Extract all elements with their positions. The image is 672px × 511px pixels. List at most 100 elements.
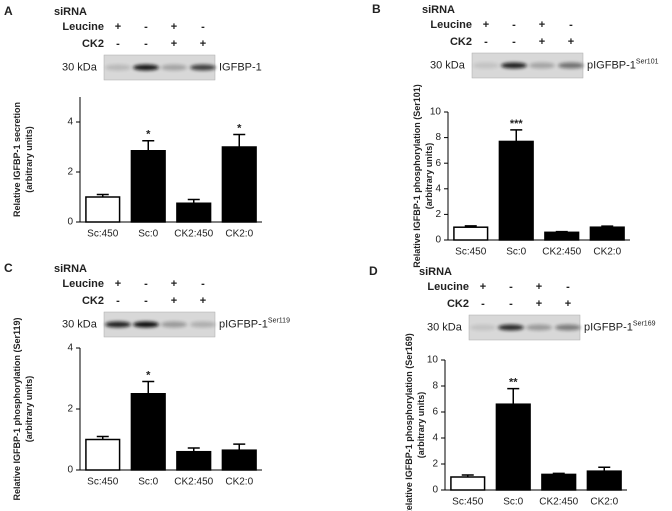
- error-bar: [96, 435, 109, 440]
- blot-band: [470, 324, 496, 331]
- condition-sign: +: [536, 298, 542, 310]
- blot-band: [498, 324, 524, 331]
- condition-sign: -: [144, 278, 148, 290]
- y-tick-label: 8: [435, 132, 441, 143]
- marker-label: 30 kDa: [62, 318, 98, 330]
- x-tick-label: CK2:450: [174, 477, 213, 488]
- condition-sign: +: [483, 19, 489, 31]
- bar: [85, 438, 121, 471]
- band-label: pIGFBP-1Ser101: [587, 58, 659, 71]
- panel-label: D: [369, 264, 378, 278]
- panel-label: C: [4, 261, 13, 275]
- error-bar: [598, 466, 611, 472]
- condition-sign: -: [569, 19, 573, 31]
- condition-name: CK2: [450, 36, 472, 48]
- condition-sign: +: [480, 281, 486, 293]
- x-tick-label: CK2:0: [590, 497, 618, 508]
- condition-sign: -: [512, 36, 516, 48]
- error-bar: [464, 225, 477, 228]
- error-bar: [461, 474, 474, 477]
- condition-sign: -: [566, 281, 570, 293]
- condition-sign: +: [536, 281, 542, 293]
- blot-band: [501, 62, 527, 69]
- condition-sign: +: [115, 21, 121, 33]
- band-label: pIGFBP-1Ser169: [584, 320, 656, 333]
- x-tick-label: Sc:0: [138, 477, 158, 488]
- y-axis-label: Relative IGFBP-1 secretion (arbitrary uni…: [12, 102, 34, 217]
- y-tick-label: 4: [67, 343, 73, 354]
- y-tick-label: 2: [432, 459, 438, 470]
- condition-sign: -: [509, 298, 513, 310]
- condition-sign: +: [200, 38, 206, 50]
- bar: [495, 403, 531, 491]
- y-tick-label: 10: [430, 107, 442, 118]
- x-tick-label: Sc:0: [503, 497, 523, 508]
- condition-sign: -: [144, 38, 148, 50]
- condition-sign: -: [509, 281, 513, 293]
- error-bar: [555, 230, 568, 233]
- condition-name: CK2: [82, 38, 104, 50]
- condition-sign: +: [565, 298, 571, 310]
- condition-sign: +: [171, 295, 177, 307]
- significance: ***: [510, 118, 524, 130]
- significance: *: [237, 122, 242, 134]
- x-tick-label: CK2:450: [542, 247, 581, 258]
- marker-label: 30 kDa: [62, 61, 98, 73]
- blot-band: [558, 62, 584, 69]
- error-bar: [142, 380, 155, 394]
- condition-name: Leucine: [427, 281, 469, 293]
- y-axis-label-line: (arbitrary units): [424, 143, 434, 210]
- panel-label: A: [4, 4, 13, 18]
- blot-band: [526, 324, 552, 331]
- x-tick-label: Sc:450: [87, 477, 119, 488]
- y-tick-label: 4: [67, 117, 73, 128]
- y-tick-label: 6: [432, 407, 438, 418]
- band-label-sup: Ser101: [636, 58, 659, 65]
- header: siRNA: [419, 266, 452, 278]
- condition-sign: -: [201, 278, 205, 290]
- bar: [221, 146, 257, 223]
- x-tick-label: Sc:450: [87, 229, 119, 240]
- error-bar: [601, 225, 614, 228]
- blot-band: [529, 62, 555, 69]
- x-tick-label: Sc:0: [506, 247, 526, 258]
- x-tick-label: Sc:450: [455, 247, 487, 258]
- significance: *: [146, 129, 151, 141]
- significance: **: [509, 377, 518, 389]
- y-tick-label: 2: [435, 209, 441, 220]
- condition-sign: -: [116, 38, 120, 50]
- condition-name: CK2: [447, 298, 469, 310]
- condition-name: Leucine: [62, 21, 104, 33]
- bar: [450, 476, 486, 491]
- bar: [130, 393, 166, 471]
- blot-band: [161, 321, 187, 328]
- x-tick-label: CK2:0: [593, 247, 621, 258]
- header: siRNA: [54, 263, 87, 275]
- y-tick-label: 0: [67, 217, 73, 228]
- y-axis-label-line: Relative IGFBP-1 phosphorylation (Ser101…: [412, 84, 422, 268]
- band-label: IGFBP-1: [219, 61, 262, 73]
- bar: [221, 449, 257, 471]
- blot-band: [105, 321, 131, 328]
- error-bar: [552, 472, 565, 475]
- blot-band: [473, 62, 499, 69]
- y-axis-label-line: (arbitrary units): [24, 126, 34, 193]
- band-label-main: pIGFBP-1: [219, 318, 268, 330]
- condition-sign: -: [201, 21, 205, 33]
- condition-sign: +: [539, 36, 545, 48]
- condition-sign: +: [171, 278, 177, 290]
- error-bar: [233, 443, 246, 451]
- blot-band: [555, 324, 581, 331]
- x-tick-label: CK2:0: [225, 229, 253, 240]
- band-label: pIGFBP-1Ser119: [219, 317, 290, 330]
- bar: [176, 202, 212, 223]
- band-label-main: pIGFBP-1: [584, 321, 633, 333]
- bar: [85, 196, 121, 223]
- condition-sign: -: [144, 295, 148, 307]
- y-axis-label-line: Relative IGFBP-1 phosphorylation (Ser169…: [404, 333, 414, 511]
- bar: [586, 470, 622, 491]
